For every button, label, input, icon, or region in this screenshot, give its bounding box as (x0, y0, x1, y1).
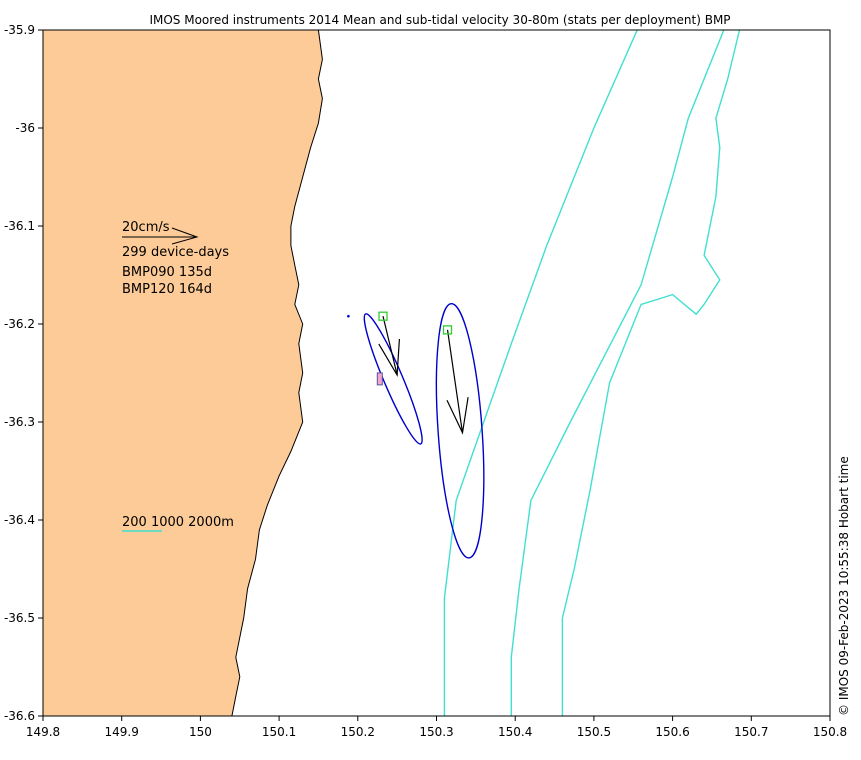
velocity-arrow-head (378, 338, 400, 377)
y-tick-label: -36.4 (4, 513, 35, 527)
variance-ellipse (435, 303, 485, 559)
instrument-marker (376, 372, 383, 386)
map-title: IMOS Moored instruments 2014 Mean and su… (149, 13, 730, 27)
mooring-markers (378, 311, 453, 335)
x-tick-label: 150.6 (655, 725, 689, 739)
mooring-marker-BMP120 (442, 325, 453, 335)
x-tick-label: 150.8 (813, 725, 847, 739)
device-days-label: 299 device-days (122, 245, 229, 260)
x-tick-label: 150.3 (419, 725, 453, 739)
x-tick-label: 150.4 (498, 725, 532, 739)
x-tick-label: 150 (189, 725, 212, 739)
y-tick-label: -36 (15, 121, 35, 135)
mean-velocity-arrows (378, 316, 469, 435)
variance-ellipses (363, 303, 485, 559)
x-tick-label: 150.2 (341, 725, 375, 739)
velocity-arrow (446, 329, 464, 433)
y-tick-label: -36.5 (4, 611, 35, 625)
isobath-1000m (510, 30, 725, 716)
y-tick-label: -36.6 (4, 709, 35, 723)
y-tick-label: -36.3 (4, 415, 35, 429)
x-tick-label: 149.8 (26, 725, 60, 739)
isobath-200m (443, 30, 638, 716)
station-dot (347, 314, 350, 318)
footer-timestamp: © IMOS 09-Feb-2023 10:55:38 Hobart time (837, 456, 851, 716)
x-axis: 149.8 149.9 150 150.1 150.2 150.3 150.4 150.5 15… (26, 716, 847, 739)
legend: 20cm/s 299 device-days BMP090 135d BMP12… (122, 220, 234, 532)
variance-ellipse (363, 313, 423, 445)
deployment-label-1: BMP090 135d (122, 265, 212, 280)
x-tick-label: 150.7 (734, 725, 768, 739)
velocity-arrow (382, 316, 398, 376)
isobath-lines (443, 30, 741, 716)
y-axis: -35.9 -36 -36.1 -36.2 -36.3 -36.4 -36.5 -36.6 (4, 23, 43, 723)
x-tick-label: 149.9 (105, 725, 139, 739)
x-tick-label: 150.1 (262, 725, 296, 739)
plot-area: 20cm/s 299 device-days BMP090 135d BMP12… (42, 29, 831, 717)
mooring-marker-BMP090 (378, 311, 388, 321)
y-tick-label: -36.2 (4, 317, 35, 331)
land-mass (43, 30, 323, 716)
y-tick-label: -36.1 (4, 219, 35, 233)
scale-arrow-head (171, 227, 199, 245)
deployment-label-2: BMP120 164d (122, 282, 212, 297)
velocity-arrow-head (446, 397, 469, 435)
scale-label: 20cm/s (122, 220, 170, 235)
isobaths-label: 200 1000 2000m (122, 515, 234, 530)
x-tick-label: 150.5 (577, 725, 611, 739)
isobath-2000m (561, 30, 741, 716)
y-tick-label: -35.9 (4, 23, 35, 37)
